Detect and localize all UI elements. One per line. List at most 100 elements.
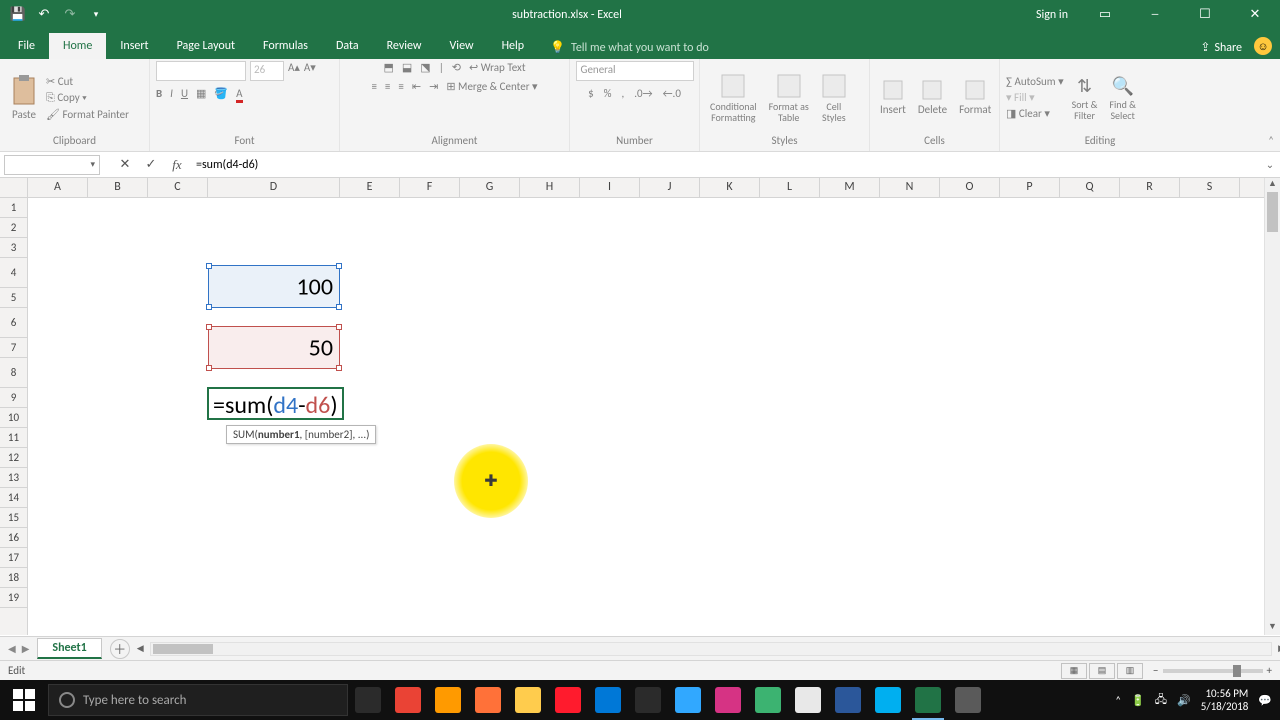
underline-button[interactable]: U bbox=[181, 87, 188, 100]
sign-in-link[interactable]: Sign in bbox=[1026, 8, 1078, 22]
name-box-dropdown-icon[interactable]: ▾ bbox=[90, 159, 95, 170]
right-align-icon[interactable]: ≡ bbox=[398, 80, 403, 93]
row-header-13[interactable]: 13 bbox=[0, 468, 27, 488]
tab-review[interactable]: Review bbox=[373, 33, 436, 59]
spreadsheet-grid[interactable]: ABCDEFGHIJKLMNOPQRS 12345678910111213141… bbox=[0, 178, 1280, 635]
view-page-layout-button[interactable]: ▤ bbox=[1089, 663, 1115, 679]
sheet-tab-active[interactable]: Sheet1 bbox=[37, 638, 101, 659]
feedback-smiley-icon[interactable]: ☺ bbox=[1254, 37, 1272, 55]
close-button[interactable]: ✕ bbox=[1232, 0, 1278, 29]
taskbar-app-store[interactable] bbox=[628, 680, 668, 720]
sheet-nav-prev-icon[interactable]: ◀ bbox=[8, 642, 16, 655]
row-header-10[interactable]: 10 bbox=[0, 408, 27, 428]
tray-network-icon[interactable]: 🖧 bbox=[1155, 691, 1167, 710]
inc-indent-icon[interactable]: ⇥ bbox=[429, 80, 438, 93]
grow-font-icon[interactable]: A▴ bbox=[288, 61, 300, 81]
clear-button[interactable]: ◨ Clear ▾ bbox=[1006, 107, 1064, 120]
function-tooltip[interactable]: SUM(number1, [number2], ...) bbox=[226, 425, 376, 444]
tab-home[interactable]: Home bbox=[49, 33, 106, 59]
col-header-I[interactable]: I bbox=[580, 178, 640, 197]
font-size-select[interactable]: 26 bbox=[250, 61, 284, 81]
comma-icon[interactable]: , bbox=[622, 87, 625, 100]
top-align-icon[interactable]: ⬒ bbox=[383, 61, 393, 74]
percent-icon[interactable]: % bbox=[604, 87, 612, 100]
col-header-A[interactable]: A bbox=[28, 178, 88, 197]
currency-icon[interactable]: $ bbox=[588, 87, 594, 100]
scroll-down-icon[interactable]: ▼ bbox=[1265, 621, 1280, 635]
col-header-H[interactable]: H bbox=[520, 178, 580, 197]
sort-filter-button[interactable]: ⇅Sort &Filter bbox=[1068, 73, 1102, 123]
col-header-Q[interactable]: Q bbox=[1060, 178, 1120, 197]
dec-decimal-icon[interactable]: ←.0 bbox=[663, 87, 681, 100]
col-header-B[interactable]: B bbox=[88, 178, 148, 197]
number-format-select[interactable]: General bbox=[576, 61, 694, 81]
horizontal-scrollbar[interactable]: ◀ ▶ bbox=[150, 642, 1272, 656]
format-as-table-button[interactable]: Format asTable bbox=[765, 71, 813, 125]
view-page-break-button[interactable]: ▥ bbox=[1117, 663, 1143, 679]
border-button[interactable]: ▦ bbox=[196, 87, 206, 100]
row-header-12[interactable]: 12 bbox=[0, 448, 27, 468]
col-header-S[interactable]: S bbox=[1180, 178, 1240, 197]
taskbar-app-bittorrent[interactable] bbox=[748, 680, 788, 720]
copy-button[interactable]: ⎘ Copy ▾ bbox=[46, 91, 129, 105]
wrap-text-button[interactable]: ↩ Wrap Text bbox=[469, 61, 526, 74]
col-header-D[interactable]: D bbox=[208, 178, 340, 197]
sheet-nav-next-icon[interactable]: ▶ bbox=[22, 642, 30, 655]
row-header-1[interactable]: 1 bbox=[0, 198, 27, 218]
italic-button[interactable]: I bbox=[170, 87, 173, 100]
fill-button[interactable]: ▾ Fill ▾ bbox=[1006, 91, 1064, 104]
col-header-J[interactable]: J bbox=[640, 178, 700, 197]
col-header-P[interactable]: P bbox=[1000, 178, 1060, 197]
cut-button[interactable]: ✂ Cut bbox=[46, 75, 129, 88]
col-header-N[interactable]: N bbox=[880, 178, 940, 197]
zoom-slider[interactable] bbox=[1163, 669, 1263, 673]
row-header-16[interactable]: 16 bbox=[0, 528, 27, 548]
merge-center-button[interactable]: ⊞ Merge & Center ▾ bbox=[446, 80, 537, 93]
tab-file[interactable]: File bbox=[4, 33, 49, 59]
redo-icon[interactable]: ↷ bbox=[58, 3, 82, 27]
dec-indent-icon[interactable]: ⇤ bbox=[412, 80, 421, 93]
center-align-icon[interactable]: ≡ bbox=[385, 80, 390, 93]
tray-volume-icon[interactable]: 🔊 bbox=[1177, 694, 1191, 707]
name-box[interactable]: ▾ bbox=[4, 155, 100, 175]
tray-notifications-icon[interactable]: 💬 bbox=[1258, 694, 1272, 707]
autosum-button[interactable]: ∑ AutoSum ▾ bbox=[1006, 75, 1064, 88]
taskbar-search[interactable]: Type here to search bbox=[48, 684, 348, 716]
format-painter-button[interactable]: 🖌 Format Painter bbox=[46, 108, 129, 121]
cancel-formula-button[interactable]: ✕ bbox=[112, 154, 138, 176]
minimize-button[interactable]: ─ bbox=[1132, 0, 1178, 29]
row-header-11[interactable]: 11 bbox=[0, 428, 27, 448]
active-cell-d8[interactable]: =sum(d4-d6) bbox=[207, 387, 344, 420]
zoom-out-button[interactable]: − bbox=[1153, 664, 1158, 677]
bold-button[interactable]: B bbox=[156, 87, 162, 100]
shrink-font-icon[interactable]: A▾ bbox=[304, 61, 316, 81]
column-headers[interactable]: ABCDEFGHIJKLMNOPQRS bbox=[28, 178, 1264, 198]
row-header-15[interactable]: 15 bbox=[0, 508, 27, 528]
delete-cells-button[interactable]: Delete bbox=[914, 77, 951, 118]
tab-data[interactable]: Data bbox=[322, 33, 373, 59]
hscroll-left-icon[interactable]: ◀ bbox=[137, 643, 144, 654]
tab-view[interactable]: View bbox=[436, 33, 488, 59]
vertical-scrollbar[interactable]: ▲ ▼ bbox=[1264, 178, 1280, 635]
scroll-thumb[interactable] bbox=[1267, 192, 1278, 232]
select-all-corner[interactable] bbox=[0, 178, 28, 198]
taskbar-app-task-view[interactable] bbox=[348, 680, 388, 720]
col-header-F[interactable]: F bbox=[400, 178, 460, 197]
tab-page-layout[interactable]: Page Layout bbox=[163, 33, 249, 59]
tray-clock[interactable]: 10:56 PM 5/18/2018 bbox=[1201, 687, 1249, 713]
scroll-up-icon[interactable]: ▲ bbox=[1265, 178, 1280, 192]
col-header-R[interactable]: R bbox=[1120, 178, 1180, 197]
tray-chevron-icon[interactable]: ˄ bbox=[1115, 694, 1121, 707]
view-normal-button[interactable]: ▦ bbox=[1061, 663, 1087, 679]
cell-styles-button[interactable]: CellStyles bbox=[817, 71, 851, 125]
tell-me-search[interactable]: 💡 Tell me what you want to do bbox=[538, 40, 721, 55]
insert-function-button[interactable]: fx bbox=[164, 154, 190, 176]
taskbar-app-chrome[interactable] bbox=[388, 680, 428, 720]
taskbar-app-file-explorer[interactable] bbox=[508, 680, 548, 720]
row-header-5[interactable]: 5 bbox=[0, 288, 27, 308]
formula-input[interactable] bbox=[190, 155, 1260, 175]
taskbar-app-photoshop[interactable] bbox=[668, 680, 708, 720]
fill-color-button[interactable]: 🪣 bbox=[214, 87, 228, 100]
col-header-L[interactable]: L bbox=[760, 178, 820, 197]
row-header-2[interactable]: 2 bbox=[0, 218, 27, 238]
